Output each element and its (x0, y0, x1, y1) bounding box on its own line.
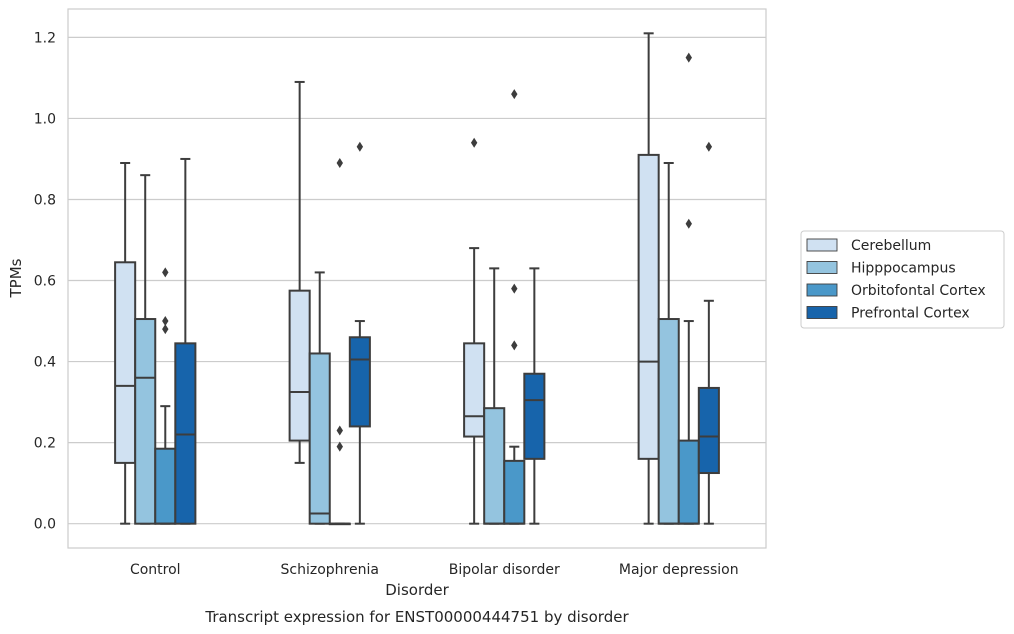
box (657, 318, 680, 525)
box (503, 459, 526, 525)
x-tick-label: Schizophrenia (281, 562, 379, 578)
x-tick-label: Control (130, 562, 181, 578)
legend-swatch (806, 261, 838, 274)
box (637, 153, 660, 460)
outlier-point (511, 340, 518, 351)
x-tick-labels: Control Schizophrenia Bipolar disorder Majo… (130, 562, 739, 578)
series-cerebellum (114, 32, 660, 525)
legend-swatch (806, 283, 838, 297)
outlier-point (511, 89, 518, 100)
box (288, 289, 311, 442)
y-tick-label: 0.6 (34, 274, 56, 290)
y-tick-label: 0.4 (34, 355, 56, 371)
legend-frame (800, 230, 1005, 329)
y-tick-label: 0.0 (34, 517, 56, 533)
y-tick-label: 0.2 (34, 436, 56, 452)
box (677, 439, 700, 525)
outlier-point (511, 283, 518, 294)
legend-label: Orbitofontal Cortex (851, 283, 986, 299)
outlier-point (470, 137, 478, 148)
outlier-point (685, 218, 692, 229)
box (697, 386, 720, 475)
outlier-point (162, 267, 169, 278)
legend-items: Cerebellum Hipppocampus Orbitofontal Corte… (806, 238, 986, 322)
y-tick-label: 1.0 (34, 111, 56, 127)
x-axis-title: Disorder (385, 581, 449, 599)
chart-caption: Transcript expression for ENST0000044475… (204, 608, 629, 626)
box (348, 336, 371, 428)
y-axis-title: TPMs (7, 258, 25, 298)
outlier-point (705, 141, 713, 152)
x-tick-label: Major depression (619, 562, 739, 578)
y-tick-labels: 0.0 0.2 0.4 0.6 0.8 1.0 1.2 (34, 30, 56, 532)
box-plot-series (114, 32, 720, 526)
series-hipppocampus (134, 162, 680, 525)
y-tick-label: 1.2 (34, 30, 56, 46)
outlier-point (162, 316, 169, 327)
x-tick-label: Bipolar disorder (449, 562, 560, 578)
box (114, 261, 137, 464)
legend: Cerebellum Hipppocampus Orbitofontal Corte… (800, 230, 1005, 329)
box (463, 342, 486, 438)
legend-label: Hipppocampus (851, 261, 956, 277)
legend-swatch (806, 238, 838, 252)
box (523, 372, 546, 460)
outlier-point (356, 141, 364, 152)
outlier-point (336, 441, 343, 452)
box (483, 407, 506, 525)
legend-label: Prefrontal Cortex (851, 306, 970, 322)
outlier-point (162, 324, 169, 335)
box (174, 342, 197, 525)
box (134, 318, 157, 525)
plot-frame (67, 8, 767, 549)
legend-label: Cerebellum (851, 238, 931, 254)
y-tick-label: 0.8 (34, 192, 56, 208)
series-prefrontal-cortex (174, 141, 720, 525)
legend-swatch (806, 306, 838, 319)
box (308, 352, 331, 525)
outlier-point (336, 158, 343, 168)
outlier-point (336, 425, 343, 436)
outlier-point (685, 52, 692, 63)
box (154, 447, 177, 525)
